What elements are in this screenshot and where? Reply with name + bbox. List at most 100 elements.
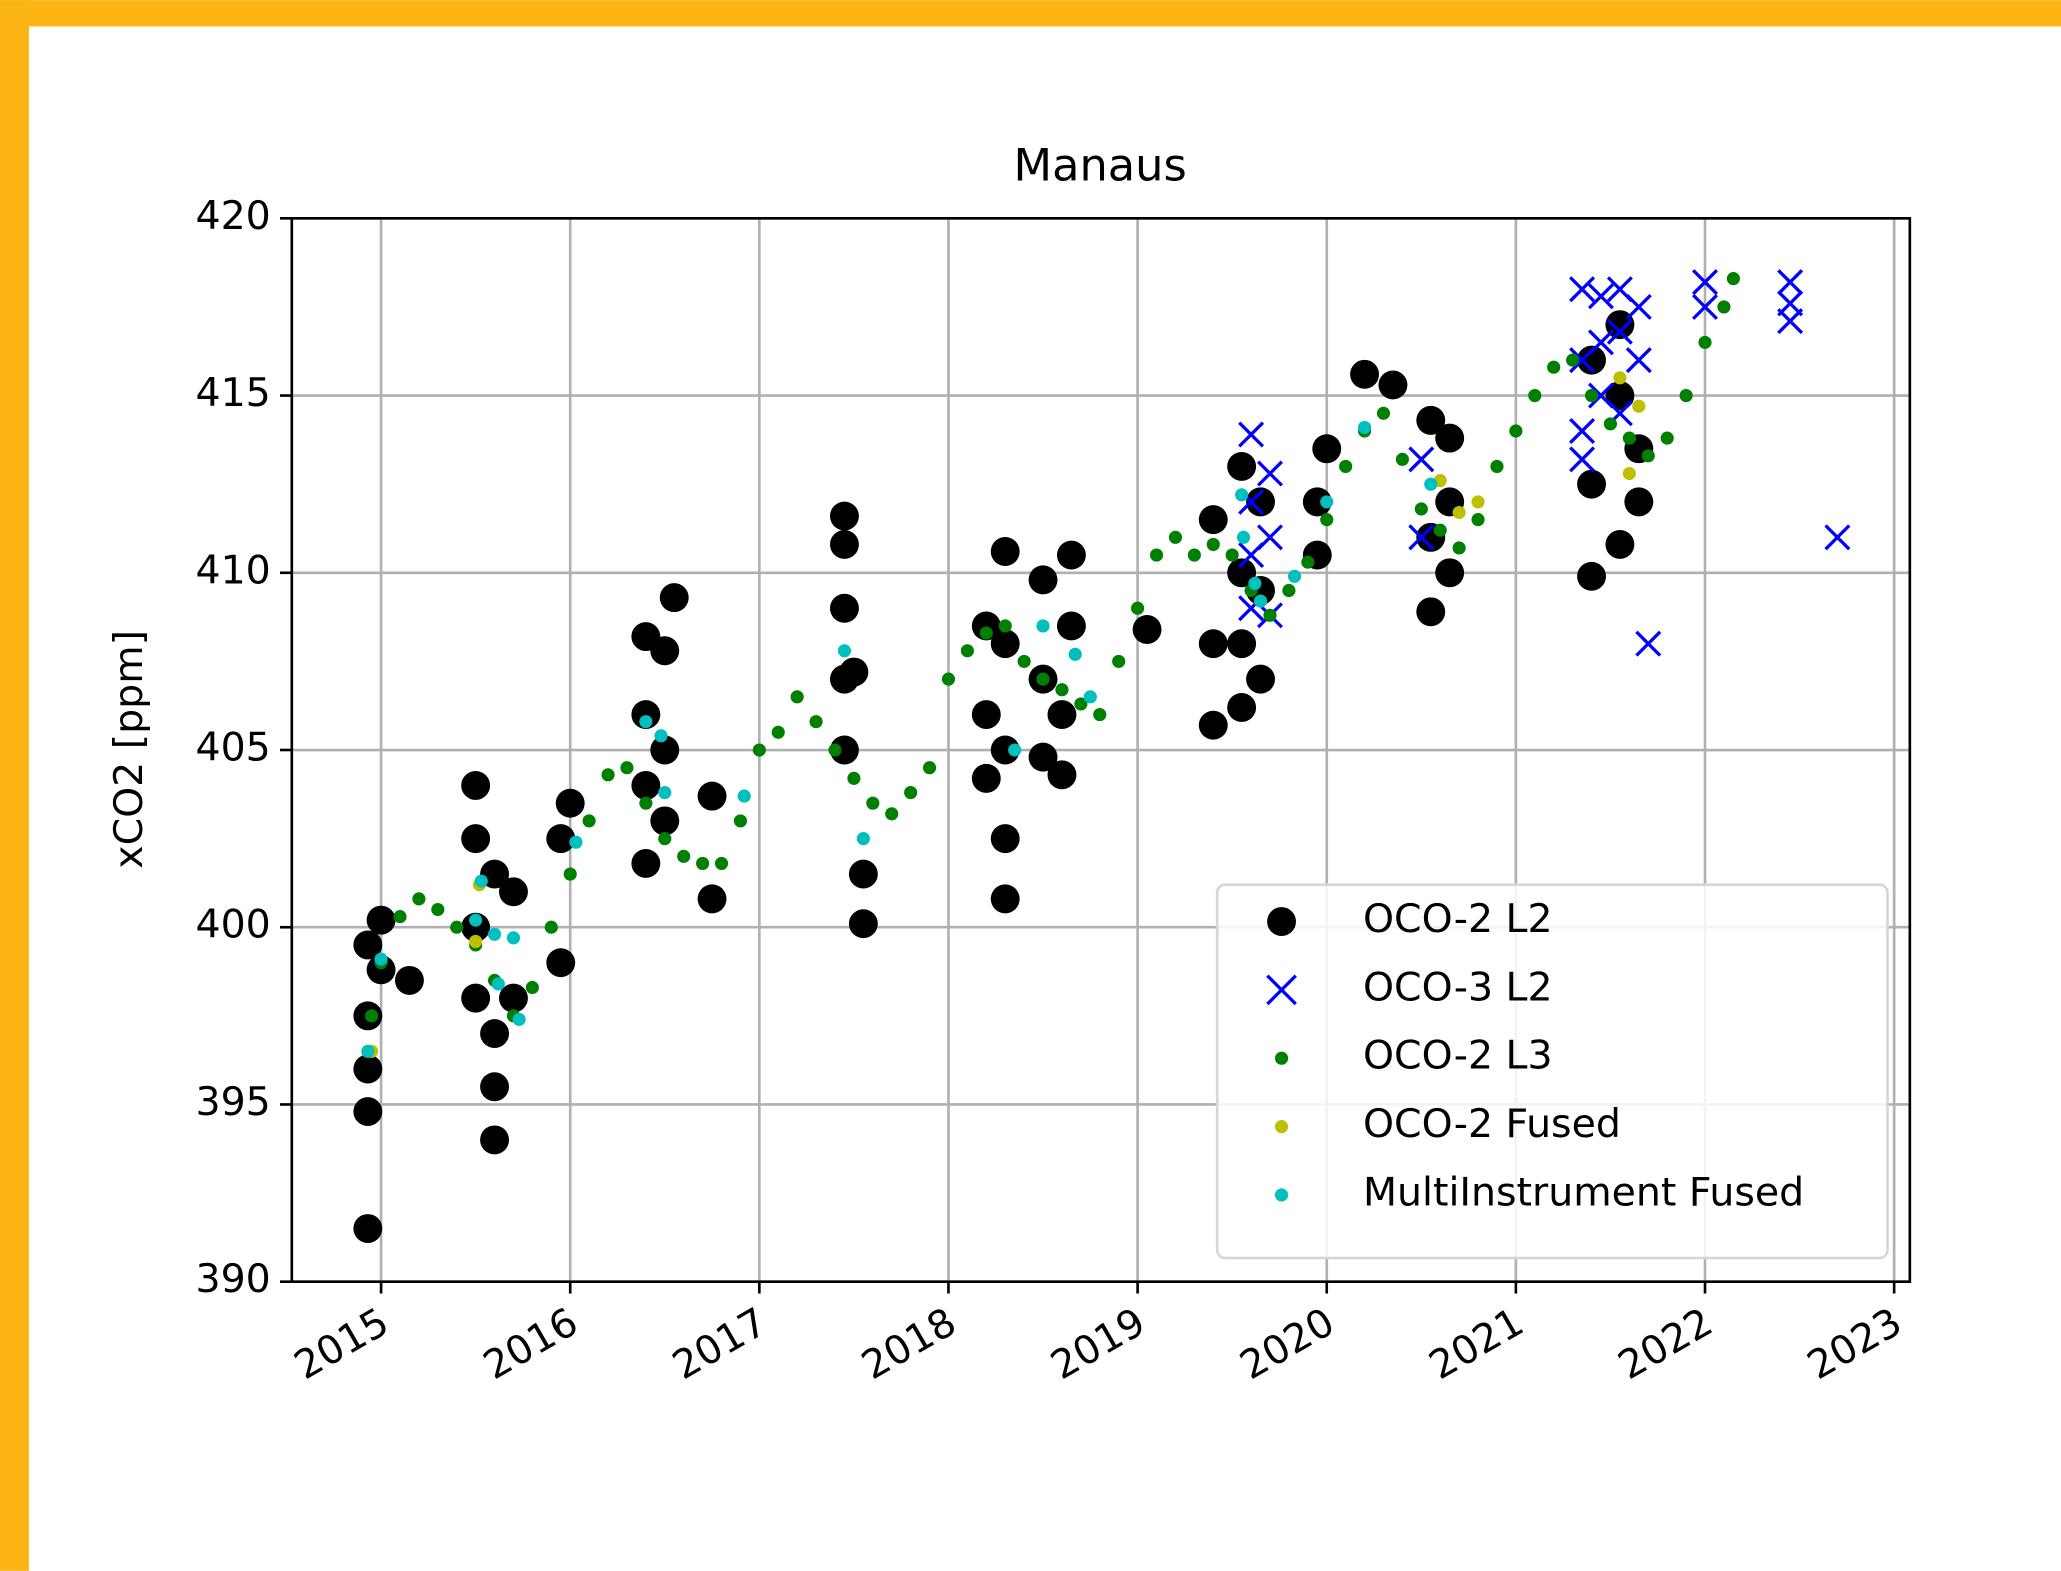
dot-large	[480, 1072, 510, 1102]
dot	[1036, 619, 1050, 633]
dot	[639, 715, 653, 729]
dot	[1206, 537, 1220, 551]
dot-large	[1605, 381, 1635, 411]
dot-large	[1435, 423, 1465, 453]
dot	[658, 832, 672, 846]
dot	[979, 626, 993, 640]
dot-large	[1198, 629, 1228, 659]
dot	[1632, 399, 1646, 413]
dot	[1131, 601, 1145, 615]
dot-large	[971, 611, 1001, 641]
dot-large	[631, 700, 661, 730]
series	[361, 420, 1438, 1058]
x-marker	[1569, 446, 1596, 473]
dot	[1274, 1120, 1289, 1134]
dot	[393, 910, 407, 924]
y-tick-label: 420	[196, 193, 271, 239]
dot-large	[659, 583, 689, 613]
dot	[1288, 569, 1302, 583]
dot	[847, 771, 861, 785]
dot-large	[1605, 529, 1635, 559]
x-marker	[1824, 524, 1851, 551]
x-marker	[1587, 329, 1614, 356]
dot-large	[480, 1125, 510, 1155]
dot-large	[461, 770, 491, 800]
dot-large	[1047, 700, 1077, 730]
legend-label: OCO-2 L2	[1363, 896, 1553, 942]
dot	[450, 920, 464, 934]
x-marker	[1606, 318, 1633, 345]
dot	[941, 672, 956, 686]
dot	[374, 952, 388, 966]
dot	[922, 761, 937, 775]
dot-large	[1056, 611, 1086, 641]
dot	[1424, 477, 1438, 491]
dot-large	[1198, 710, 1228, 740]
dot	[904, 785, 918, 800]
dot	[1083, 690, 1097, 704]
dot	[1225, 548, 1239, 562]
dot	[639, 796, 653, 810]
dot	[1168, 530, 1183, 544]
dot-large	[461, 983, 491, 1013]
x-marker	[1257, 460, 1283, 487]
dot-large	[631, 770, 661, 800]
dot	[469, 934, 483, 948]
dot	[1008, 743, 1022, 757]
dot	[431, 902, 445, 917]
dot-large	[394, 965, 424, 995]
dot	[1679, 388, 1693, 403]
dot	[714, 856, 729, 871]
dot	[412, 892, 426, 906]
series	[353, 310, 1654, 1243]
dot-large	[480, 1019, 510, 1049]
dot	[1339, 459, 1353, 474]
dot	[1357, 420, 1372, 435]
dot-large	[1227, 451, 1257, 481]
dot-large	[353, 930, 383, 960]
dot-large	[353, 1097, 383, 1127]
dot	[569, 835, 583, 849]
dot	[828, 743, 842, 757]
dot-large	[697, 781, 727, 811]
dot	[1112, 654, 1126, 668]
x-marker	[1587, 283, 1614, 310]
dot	[790, 690, 804, 704]
dot-large	[1416, 405, 1446, 435]
dot	[1149, 548, 1164, 562]
dot-large	[1435, 558, 1465, 588]
dot	[582, 814, 596, 828]
y-axis-label: xCO2 [ppm]	[106, 630, 152, 869]
dot	[658, 785, 672, 800]
dot-large	[848, 909, 878, 939]
dot-large	[1302, 487, 1332, 517]
dot	[696, 856, 710, 871]
dot	[365, 1009, 379, 1023]
dot-large	[1577, 469, 1606, 499]
dot-large	[499, 983, 528, 1013]
dot-large	[1028, 565, 1058, 595]
dot	[563, 867, 577, 881]
series	[1238, 269, 1851, 657]
legend-label: OCO-2 Fused	[1363, 1101, 1621, 1147]
dot-large	[461, 824, 491, 854]
y-tick-label: 405	[196, 725, 271, 771]
dot-large	[990, 824, 1020, 854]
dot	[1301, 555, 1315, 569]
dot	[1017, 654, 1031, 668]
chart-title: Manaus	[1014, 139, 1187, 191]
x-marker	[1625, 293, 1652, 320]
dot-large	[1312, 434, 1342, 464]
dot	[1376, 406, 1391, 420]
dot-large	[546, 824, 576, 854]
dot	[1698, 335, 1712, 349]
dot-large	[1416, 597, 1446, 627]
dot	[601, 768, 615, 782]
x-marker	[1408, 524, 1435, 551]
dot	[1528, 388, 1542, 403]
dot-large	[829, 593, 859, 623]
dot	[998, 619, 1012, 633]
dot-large	[848, 859, 878, 889]
y-tick-label: 400	[196, 902, 271, 948]
